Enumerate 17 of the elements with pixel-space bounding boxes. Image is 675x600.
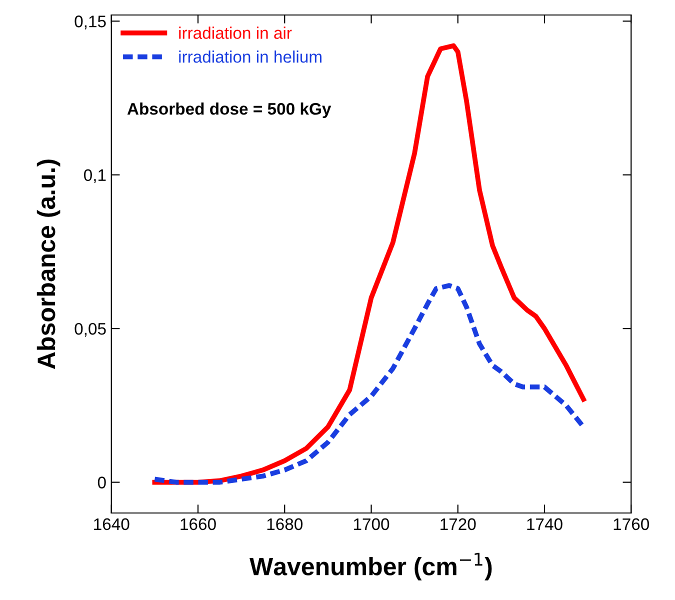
y-tick-label: 0,05 bbox=[74, 322, 106, 337]
legend-label: irradiation in air bbox=[179, 26, 292, 39]
x-axis-title: Wavenumber (cm$^{−1}$) bbox=[250, 552, 492, 580]
x-tick-label: 1680 bbox=[267, 518, 303, 530]
annotation: Absorbed dose = 500 kGy bbox=[127, 102, 332, 118]
x-tick-label: 1720 bbox=[440, 518, 476, 530]
y-axis-title: Absorbance (a.u.) bbox=[36, 160, 60, 369]
x-tick-label: 1740 bbox=[527, 518, 562, 530]
x-tick-label: 1660 bbox=[180, 518, 216, 530]
y-tick-label: 0 bbox=[98, 476, 106, 488]
line-series bbox=[152, 283, 586, 485]
x-tick-label: 1640 bbox=[94, 518, 130, 530]
x-tick-label: 1700 bbox=[354, 518, 390, 530]
y-tick-label: 0,1 bbox=[84, 169, 106, 184]
x-tick-label: 1760 bbox=[614, 518, 650, 530]
legend-label: irradiation in helium bbox=[179, 50, 322, 63]
y-tick-label: 0,15 bbox=[74, 16, 106, 30]
